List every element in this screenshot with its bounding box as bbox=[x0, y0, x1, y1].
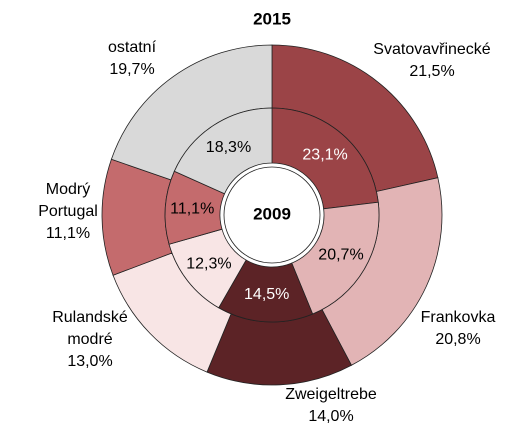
category-label: Modrý Portugal bbox=[38, 181, 98, 220]
inner-value-label: 14,5% bbox=[244, 286, 289, 303]
outer-value-label: 11,1% bbox=[46, 225, 90, 242]
category-label: Zweigeltrebe bbox=[285, 386, 377, 403]
outer-label: ostatní 19,7% bbox=[108, 39, 157, 78]
inner-value-label: 23,1% bbox=[302, 146, 347, 163]
category-label: Rulandské modré bbox=[52, 309, 128, 348]
category-label: Svatovavřinecké bbox=[373, 41, 490, 58]
donut-hole bbox=[223, 166, 321, 264]
category-label: ostatní bbox=[108, 39, 157, 56]
inner-value-label: 12,3% bbox=[186, 255, 231, 272]
outer-label: Modrý Portugal 11,1% bbox=[38, 181, 98, 242]
inner-value-label: 20,7% bbox=[318, 247, 363, 264]
outer-value-label: 19,7% bbox=[109, 61, 154, 78]
outer-value-label: 20,8% bbox=[435, 331, 480, 348]
donut-slice bbox=[271, 107, 379, 210]
outer-label: Zweigeltrebe 14,0% bbox=[285, 386, 377, 425]
donut-slice bbox=[291, 201, 380, 315]
category-label: Frankovka bbox=[421, 309, 496, 326]
outer-value-label: 13,0% bbox=[67, 353, 112, 370]
outer-label: Svatovavřinecké 21,5% bbox=[373, 41, 490, 80]
outer-label: Rulandské modré 13,0% bbox=[52, 309, 128, 370]
chart-title: 2015 bbox=[253, 9, 291, 28]
donut-slice bbox=[173, 107, 273, 195]
outer-value-label: 14,0% bbox=[308, 408, 353, 425]
outer-value-label: 21,5% bbox=[409, 63, 454, 80]
outer-label: Frankovka 20,8% bbox=[421, 309, 496, 348]
inner-value-label: 11,1% bbox=[170, 200, 214, 217]
inner-value-label: 18,3% bbox=[206, 139, 251, 156]
center-label: 2009 bbox=[253, 204, 291, 223]
